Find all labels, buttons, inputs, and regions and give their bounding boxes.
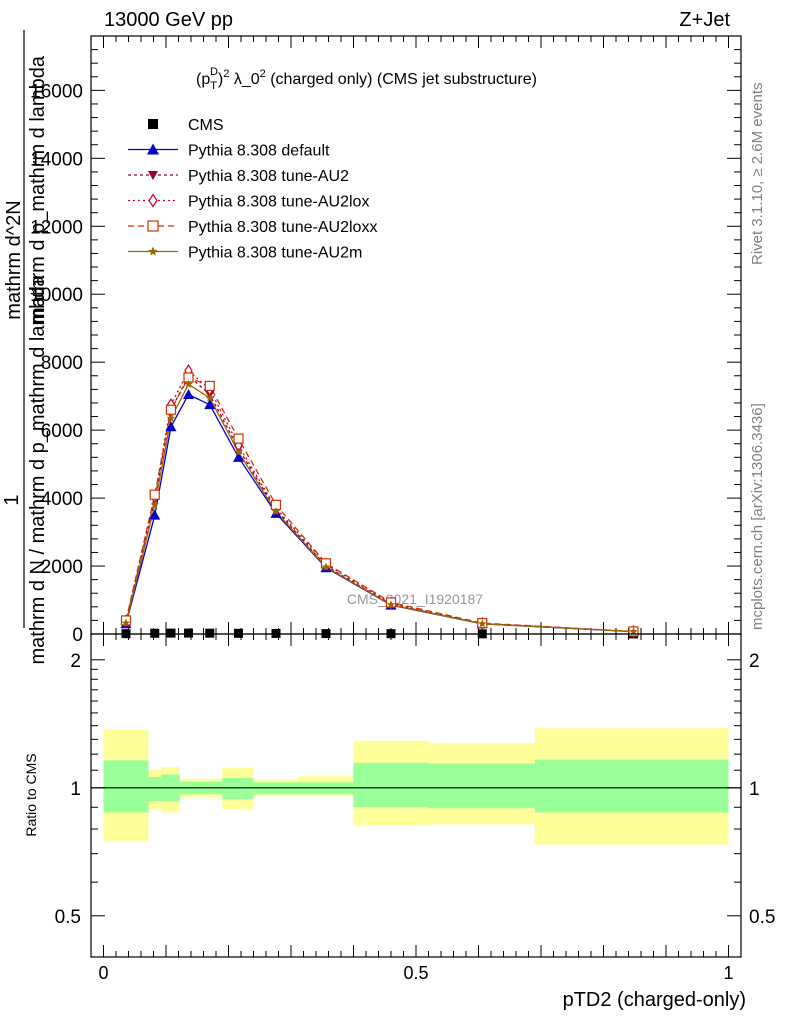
legend-marker-0 (148, 119, 158, 129)
legend-marker-2 (148, 171, 158, 180)
data-point-series-5 (386, 600, 396, 609)
data-point-series-4 (233, 433, 244, 444)
data-point-series-0 (234, 628, 243, 638)
plot-title: (pTD)2 λ_02 (charged only) (CMS jet subs… (196, 66, 537, 92)
legend-label-5: Pythia 8.308 tune-AU2m (188, 245, 362, 262)
ratio-y-tick-label-right: 1 (749, 779, 760, 800)
rivet-label: Rivet 3.1.10, ≥ 2.6M events (749, 83, 766, 266)
data-point-series-0 (166, 628, 176, 638)
main-y-tick-label: 14000 (30, 149, 83, 170)
main-y-tick-label: 6000 (41, 421, 83, 442)
data-point-series-1 (165, 421, 177, 432)
ratio-inner-band-0 (103, 760, 149, 813)
legend-label-2: Pythia 8.308 tune-AU2 (188, 168, 349, 185)
data-point-series-5 (184, 379, 193, 388)
main-y-tick-label: 2000 (41, 557, 83, 578)
data-point-series-1 (204, 399, 216, 410)
mcplots-label: mcplots.cern.ch [arXiv:1306.3436] (749, 403, 766, 630)
x-tick-label: 0 (98, 963, 108, 983)
main-y-tick-label: 16000 (30, 81, 83, 102)
data-point-series-4 (204, 380, 215, 392)
y-label-one: 1 (1, 494, 23, 505)
ratio-y-label: Ratio to CMS (23, 753, 39, 836)
main-y-tick-label: 10000 (30, 285, 83, 306)
data-point-series-0 (184, 628, 193, 638)
ratio-inner-band-8 (353, 762, 429, 808)
main-y-axis-label: 1 mathrm d^2N mathrm d p_mathrm d lambda… (1, 30, 49, 665)
x-tick-label: 0.5 (403, 963, 428, 983)
legend-label-4: Pythia 8.308 tune-AU2loxx (188, 219, 377, 236)
main-panel: 0 2000 4000 6000 8000 10000 12000 14000 16000 (30, 35, 742, 646)
ratio-inner-band-9 (428, 763, 535, 809)
data-point-series-5 (150, 500, 159, 509)
ratio-inner-band-10 (534, 759, 729, 813)
ratio-y-tick-label-right: 0.5 (749, 907, 775, 928)
data-point-series-1 (183, 388, 194, 399)
legend-marker-1 (147, 143, 159, 155)
data-point-series-0 (205, 628, 215, 638)
main-y-tick-label: 0 (72, 625, 83, 646)
legend-marker-3 (148, 193, 158, 208)
ratio-y-tick-label-left: 0.5 (55, 907, 81, 928)
data-point-series-5 (271, 507, 281, 516)
data-point-series-5 (166, 413, 176, 422)
ratio-inner-band-1 (148, 777, 161, 802)
y-label-denominator: mathrm d N / mathrm d p_mathrm d lambda (27, 275, 49, 665)
legend-label-3: Pythia 8.308 tune-AU2lox (188, 194, 369, 211)
legend-marker-5 (148, 246, 158, 256)
data-point-series-4 (165, 404, 177, 415)
legend-label-0: CMS (188, 117, 224, 134)
x-axis-label: pTD2 (charged-only) (563, 989, 746, 1011)
data-point-series-5 (205, 393, 214, 402)
data-point-series-1 (233, 451, 244, 462)
data-point-series-5 (234, 447, 243, 456)
legend-label-1: Pythia 8.308 default (188, 143, 330, 160)
main-y-tick-label: 8000 (41, 353, 83, 374)
y-label-numerator: mathrm d^2N (3, 200, 25, 319)
energy-label: 13000 GeV pp (104, 9, 233, 31)
x-tick-label: 1 (723, 963, 733, 983)
data-point-series-0 (150, 628, 160, 638)
data-point-series-1 (149, 509, 161, 520)
legend-marker-4 (147, 220, 159, 232)
data-point-series-5 (478, 619, 487, 628)
ratio-y-tick-label-left: 1 (70, 779, 81, 800)
main-y-tick-label: 4000 (41, 489, 83, 510)
ratio-y-tick-label-right: 2 (749, 651, 760, 672)
main-y-tick-label: 12000 (30, 217, 83, 238)
ratio-y-tick-label-left: 2 (70, 651, 81, 672)
data-point-series-4 (149, 489, 160, 500)
data-point-series-5 (121, 618, 131, 627)
data-point-series-5 (321, 562, 331, 571)
y-label-line2: mathrm d p_mathrm d lambda (27, 55, 49, 324)
analysis-watermark: CMS_2021_I1920187 (347, 591, 483, 607)
data-point-series-5 (629, 627, 638, 636)
process-label: Z+Jet (679, 9, 730, 31)
legend: CMS Pythia 8.308 default Pythia 8.308 tune… (128, 117, 377, 262)
ratio-inner-band-5 (222, 777, 254, 800)
ratio-panel: 0 0.5 1 0.5 0.5 1 1 2 2 (55, 633, 775, 983)
